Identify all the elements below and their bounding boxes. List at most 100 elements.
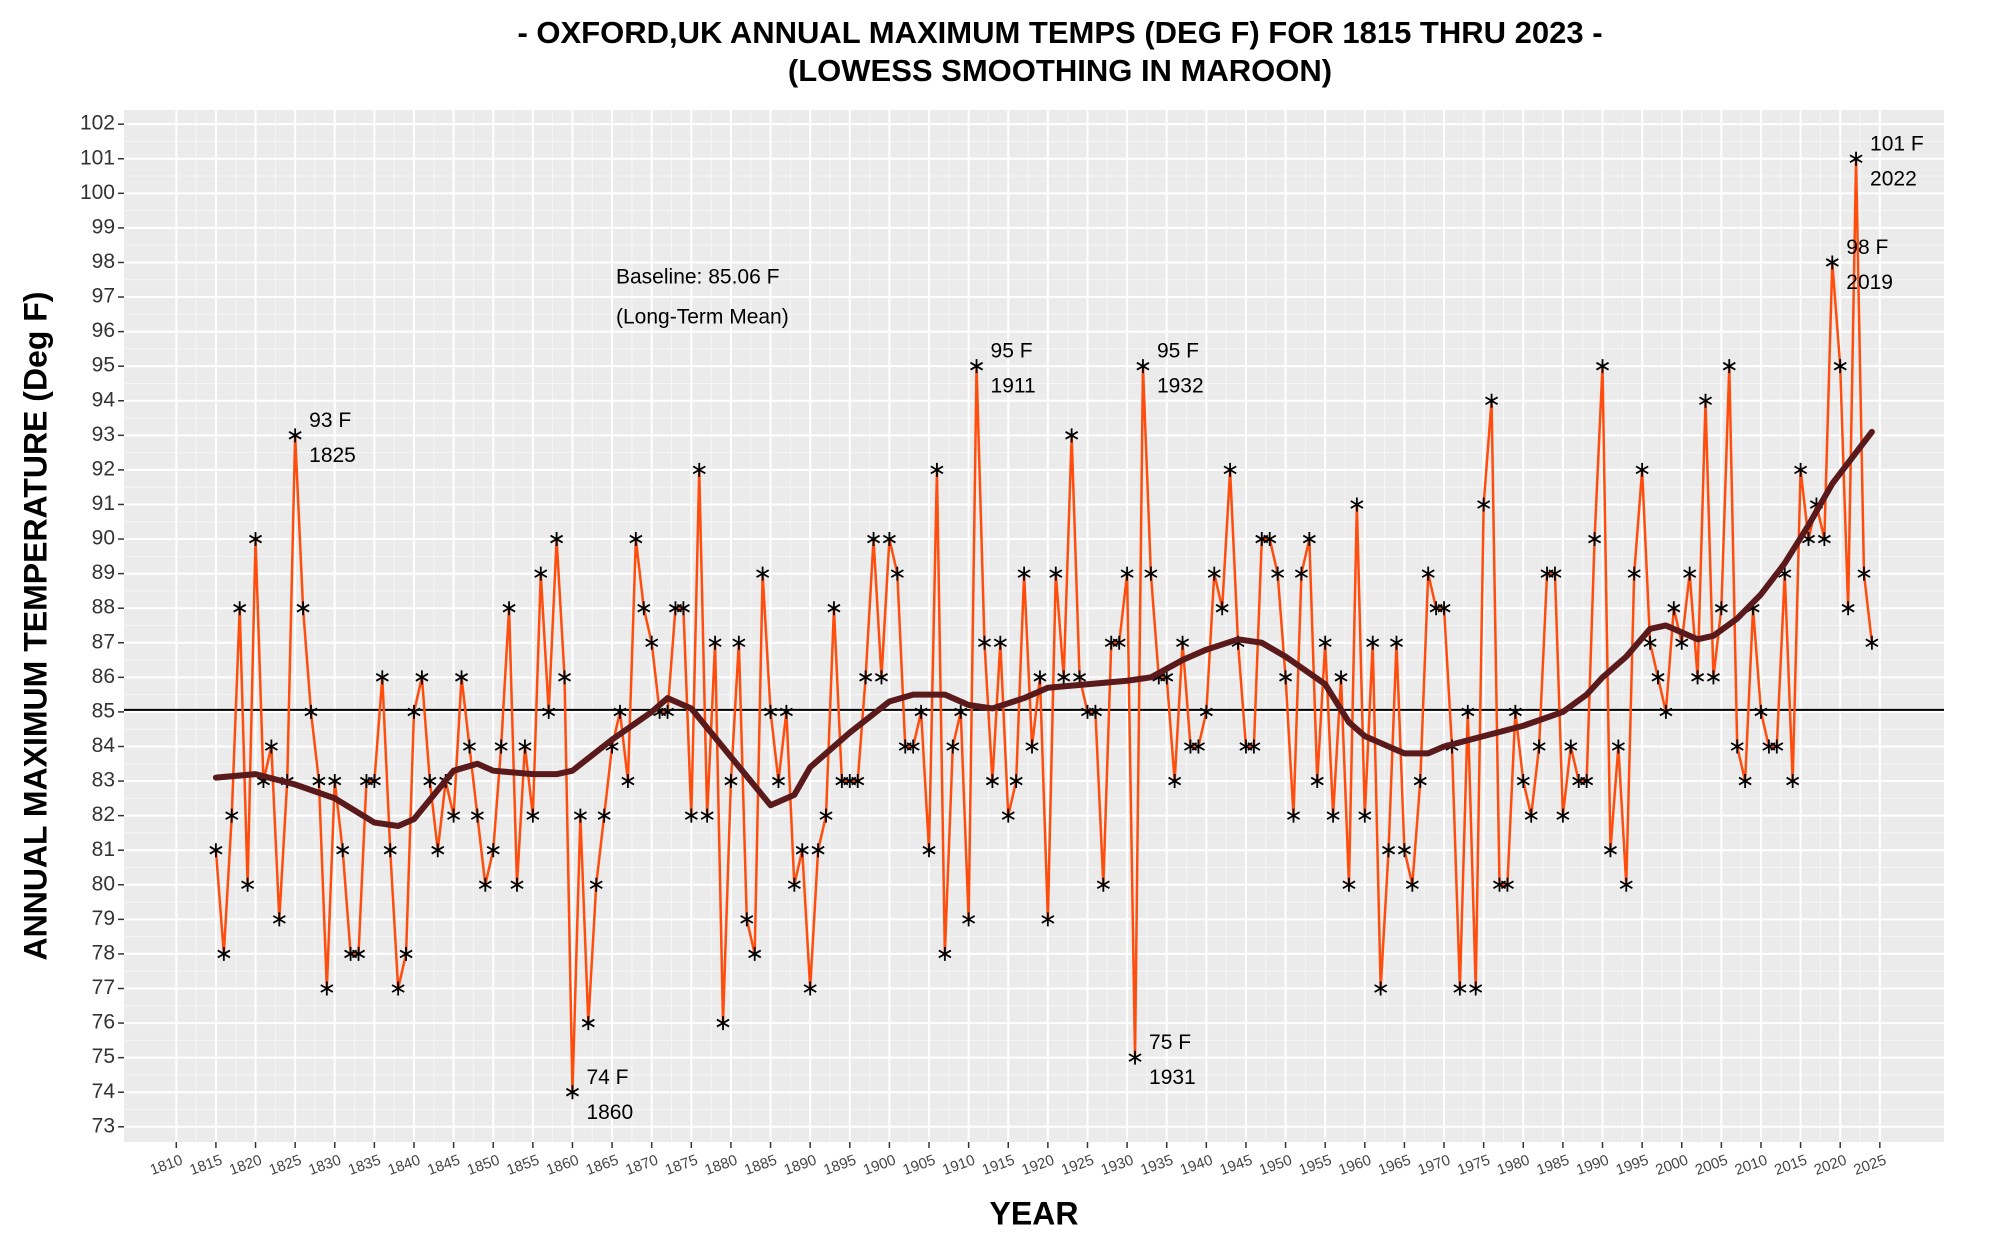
data-point	[1041, 912, 1055, 927]
data-point	[1580, 774, 1594, 789]
data-point	[288, 428, 302, 443]
data-point	[336, 843, 350, 858]
data-point	[819, 808, 833, 823]
data-point	[1382, 843, 1396, 858]
data-point	[1556, 808, 1570, 823]
annotation: 1825	[309, 444, 356, 467]
annotation: 2022	[1870, 167, 1917, 190]
y-tick-label: 81	[92, 838, 115, 861]
data-point	[1635, 462, 1649, 477]
annotation: 1911	[991, 375, 1036, 398]
y-tick-label: 100	[80, 181, 115, 204]
y-tick-label: 74	[92, 1080, 116, 1103]
annotation: 1860	[586, 1101, 633, 1124]
data-point	[328, 774, 342, 789]
y-tick-label: 80	[92, 872, 115, 895]
data-point	[811, 843, 825, 858]
annotation: 74 F	[586, 1066, 628, 1089]
data-point	[1199, 704, 1213, 719]
data-point	[399, 946, 413, 961]
data-point	[1112, 635, 1126, 650]
data-point	[1389, 635, 1404, 650]
data-point	[779, 704, 793, 719]
data-point	[827, 601, 841, 616]
data-point	[1421, 566, 1435, 581]
data-point	[962, 912, 976, 927]
data-point	[629, 532, 643, 547]
data-point	[1500, 877, 1514, 892]
data-point	[1508, 704, 1522, 719]
data-point	[1207, 566, 1221, 581]
x-axis-label: YEAR	[990, 1195, 1079, 1231]
data-point	[526, 808, 540, 823]
data-point	[645, 635, 659, 650]
data-point	[431, 843, 445, 858]
data-point	[264, 739, 278, 754]
data-point	[1215, 601, 1229, 616]
data-point	[1603, 843, 1617, 858]
data-point	[1477, 497, 1491, 512]
data-line	[214, 158, 1874, 1093]
data-point	[1461, 704, 1475, 719]
data-point	[1754, 704, 1768, 719]
data-point	[1730, 739, 1744, 754]
data-point	[1009, 774, 1023, 789]
data-point	[367, 774, 381, 789]
data-point	[1397, 843, 1411, 858]
data-point	[692, 462, 706, 477]
data-point	[383, 843, 397, 858]
data-point	[1564, 739, 1578, 754]
data-point	[1786, 774, 1800, 789]
y-tick-label: 77	[92, 976, 115, 999]
data-point	[1247, 739, 1261, 754]
y-tick-label: 99	[92, 215, 115, 238]
data-point	[867, 532, 881, 547]
data-point	[1469, 981, 1483, 996]
data-point	[565, 1085, 579, 1100]
data-point	[803, 981, 817, 996]
y-tick-label: 83	[92, 769, 115, 792]
data-point	[1770, 739, 1784, 754]
data-point	[1334, 670, 1348, 685]
data-point	[455, 670, 469, 685]
data-point	[890, 566, 904, 581]
y-tick-label: 95	[92, 354, 115, 377]
data-point	[352, 946, 366, 961]
data-point	[1698, 393, 1713, 408]
data-point	[1144, 566, 1158, 581]
data-point	[558, 670, 572, 685]
data-point	[954, 704, 968, 719]
data-point	[882, 532, 896, 547]
data-point	[716, 1016, 730, 1031]
data-point	[462, 739, 476, 754]
data-point	[930, 462, 944, 477]
data-point	[1691, 670, 1705, 685]
y-tick-label: 86	[92, 665, 115, 688]
y-tick-label: 87	[92, 630, 115, 653]
data-point	[1302, 532, 1316, 547]
data-point	[985, 774, 999, 789]
data-point	[1350, 497, 1364, 512]
data-point	[700, 808, 714, 823]
data-point	[1374, 981, 1388, 996]
data-point	[217, 946, 231, 961]
data-point	[613, 704, 627, 719]
data-point	[1643, 635, 1657, 650]
y-tick-label: 85	[92, 699, 115, 722]
y-tick-label: 97	[92, 285, 115, 308]
chart-subtitle: (LOWESS SMOOTHING IN MAROON)	[788, 53, 1332, 88]
data-point	[1191, 739, 1205, 754]
data-point	[1485, 393, 1499, 408]
chart-title: - OXFORD,UK ANNUAL MAXIMUM TEMPS (DEG F)…	[517, 15, 1602, 50]
data-point	[1033, 670, 1047, 685]
y-tick-label: 92	[92, 457, 115, 480]
data-point	[787, 877, 801, 892]
data-point	[296, 601, 310, 616]
data-point	[272, 912, 286, 927]
data-point	[518, 739, 532, 754]
data-point	[233, 601, 247, 616]
data-point	[764, 704, 778, 719]
data-point	[1453, 981, 1467, 996]
data-point	[573, 808, 587, 823]
